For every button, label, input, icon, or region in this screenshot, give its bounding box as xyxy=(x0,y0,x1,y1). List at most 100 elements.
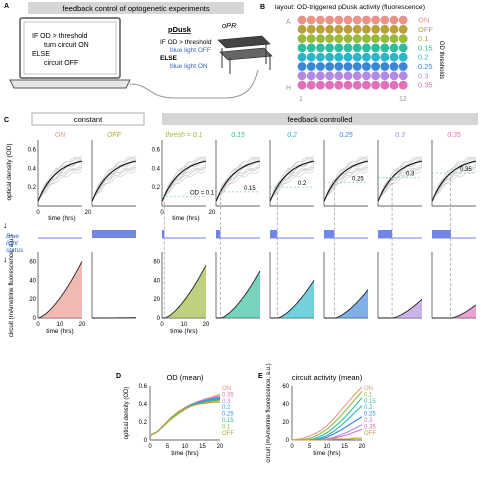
plate-well xyxy=(352,62,362,71)
plate-well xyxy=(343,15,353,25)
od-x-tick: 0 xyxy=(160,210,164,216)
code-line-3: ELSE xyxy=(32,51,50,58)
opr-device-label: oPR xyxy=(222,21,237,30)
plate-col-left: 1 xyxy=(299,96,303,103)
light-status-bar xyxy=(378,230,393,238)
fluor-x-tick: 0 xyxy=(160,322,164,328)
threshold-label: 0.3 xyxy=(406,172,415,178)
plate-well xyxy=(297,43,307,53)
od-replicate-line xyxy=(91,167,137,202)
fluor-xlabel: time (hrs) xyxy=(170,328,197,335)
fluor-y-tick: 40 xyxy=(153,278,160,284)
plate-well xyxy=(297,52,307,62)
plate-well xyxy=(306,24,316,34)
od-replicate-line xyxy=(377,157,423,203)
od-replicate-line xyxy=(37,170,83,202)
plate-well xyxy=(380,80,390,90)
plate-well xyxy=(316,24,325,34)
od-mean-line xyxy=(91,160,137,202)
series-label: 0.15 xyxy=(222,418,234,424)
condition-title: OFF xyxy=(107,132,122,139)
arrow-down-icon-2: ↓ xyxy=(3,254,8,264)
od-y-tick: 0.2 xyxy=(152,185,161,191)
series-label: OFF xyxy=(364,431,376,437)
fluor-y-tick: 60 xyxy=(153,259,160,265)
od-mean-line xyxy=(161,160,207,202)
plate-well xyxy=(371,15,380,25)
plate-well xyxy=(297,34,307,43)
series-label: ON xyxy=(364,386,373,392)
fluor-area xyxy=(38,261,82,318)
plate-well xyxy=(343,80,353,90)
series-line xyxy=(149,399,221,436)
od-replicate-line xyxy=(269,166,315,201)
plate-well xyxy=(362,43,371,53)
plate-well xyxy=(343,43,353,53)
plate-legend-label: OFF xyxy=(418,25,433,34)
fluor-area xyxy=(324,289,368,318)
plate-well xyxy=(334,52,344,62)
series-label: 0.25 xyxy=(364,412,376,418)
series-line xyxy=(291,386,363,441)
plate-well xyxy=(297,62,307,71)
plate-well xyxy=(389,80,399,90)
constant-header: constant xyxy=(74,115,103,124)
threshold-label: 0.2 xyxy=(298,181,307,187)
code-line-4: circuit OFF xyxy=(44,60,78,67)
plate-legend-label: 0.1 xyxy=(418,34,428,43)
fluor-area xyxy=(216,270,260,318)
chart-x-tick: 0 xyxy=(290,444,294,450)
blue-status-3: status xyxy=(6,247,24,254)
plate-well xyxy=(316,43,325,53)
light-status-bar xyxy=(162,230,165,238)
plate-well xyxy=(362,24,371,34)
plate-well xyxy=(297,24,307,34)
panel-c-grid: ON OFF thresh = 0.1 OD = 0.1 0.15 0.15 0.2 0.2 0… xyxy=(28,132,477,335)
fluor-y-tick: 20 xyxy=(29,297,36,303)
plate-well xyxy=(380,52,390,62)
plate-well xyxy=(362,15,371,25)
blue-status-2: light xyxy=(6,240,19,247)
series-label: OFF xyxy=(222,431,234,437)
panel-c-ylabel-bottom: circuit (mAmetrine fluorescence, a.u.) xyxy=(8,235,15,337)
od-replicate-line xyxy=(431,167,477,202)
od-replicate-line xyxy=(377,170,423,202)
chart-title: OD (mean) xyxy=(166,373,204,382)
series-line xyxy=(149,401,220,436)
plate-well xyxy=(316,52,325,62)
od-replicate-line xyxy=(161,155,207,203)
condition-title: 0.35 xyxy=(447,132,461,139)
chart-y-tick: 0.2 xyxy=(139,420,148,426)
plate-well xyxy=(325,71,334,81)
od-replicate-line xyxy=(323,155,369,203)
well-plate xyxy=(297,15,408,90)
fluor-area xyxy=(162,265,206,318)
series-line xyxy=(292,391,363,441)
plate-well xyxy=(334,34,344,43)
od-replicate-line xyxy=(37,167,83,202)
plate-well xyxy=(306,34,316,43)
plate-well xyxy=(389,15,399,25)
pdusk-line-4: blue light ON xyxy=(170,63,208,70)
plate-well xyxy=(306,43,316,53)
plate-well xyxy=(380,34,390,43)
fluor-mean-line xyxy=(37,261,83,319)
fluor-mean-line xyxy=(378,298,423,319)
od-replicate-line xyxy=(323,167,369,202)
plate-well xyxy=(398,62,408,71)
plate-well xyxy=(398,34,408,43)
plate-legend-label: 0.25 xyxy=(418,62,433,71)
od-thresholds-label: OD thresholds xyxy=(438,41,444,79)
chart-xlabel: time (hrs) xyxy=(171,450,198,457)
plate-well xyxy=(362,34,371,43)
plate-row-top: A xyxy=(286,19,291,26)
od-replicate-line xyxy=(161,167,207,202)
condition-title: 0.2 xyxy=(287,132,297,139)
light-status-bar xyxy=(432,230,451,238)
plate-col-right: 12 xyxy=(399,96,407,103)
threshold-label: 0.35 xyxy=(460,167,472,173)
od-replicate-line xyxy=(323,157,369,203)
plate-well xyxy=(325,43,334,53)
chart-x-tick: 5 xyxy=(166,444,170,450)
od-mean-line xyxy=(215,160,261,202)
